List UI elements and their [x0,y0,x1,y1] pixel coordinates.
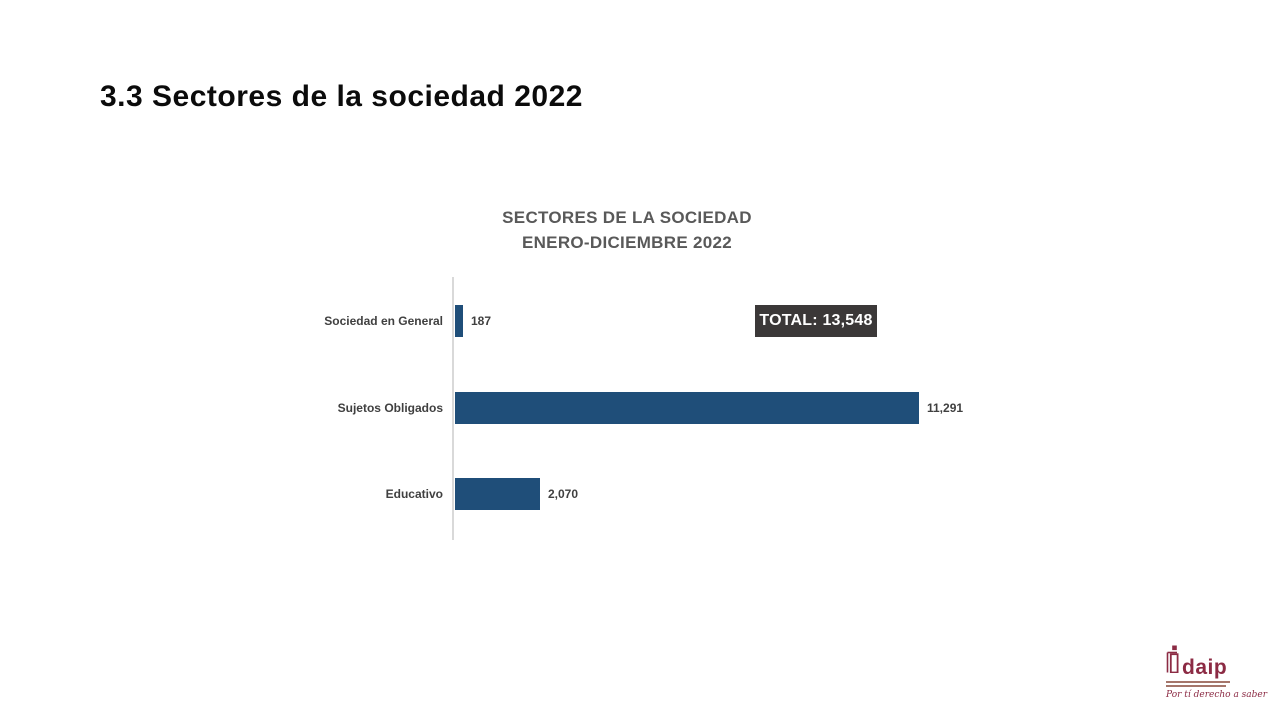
logo-tagline: Por tí derecho a saber [1166,690,1268,700]
logo-smallprint-line [1166,685,1226,687]
logo-wordmark-row: daip [1166,645,1240,678]
chart-title: SECTORES DE LA SOCIEDAD ENERO-DICIEMBRE … [377,205,877,255]
value-label-educativo: 2,070 [548,487,579,501]
slide-title: 3.3 Sectores de la sociedad 2022 [100,80,583,113]
category-axis-line [452,277,454,540]
door-icon [1166,645,1182,678]
bar-sociedad-en-general [455,305,463,337]
logo-smallprint [1166,681,1230,687]
total-badge: TOTAL: 13,548 [755,305,877,337]
category-label-sujetos-obligados: Sujetos Obligados [337,401,443,415]
category-label-educativo: Educativo [385,487,443,501]
value-label-sociedad-en-general: 187 [471,314,492,328]
logo-wordmark: daip [1182,656,1228,680]
category-label-sociedad-en-general: Sociedad en General [324,314,443,328]
chart-title-line1: SECTORES DE LA SOCIEDAD [502,208,752,227]
value-label-sujetos-obligados: 11,291 [927,401,964,415]
chart-title-line2: ENERO-DICIEMBRE 2022 [521,233,733,252]
bar-sujetos-obligados [455,392,919,424]
bar-educativo [455,478,540,510]
logo-smallprint-line [1166,681,1230,683]
idaip-logo: daip Por tí derecho a saber [1166,645,1268,700]
